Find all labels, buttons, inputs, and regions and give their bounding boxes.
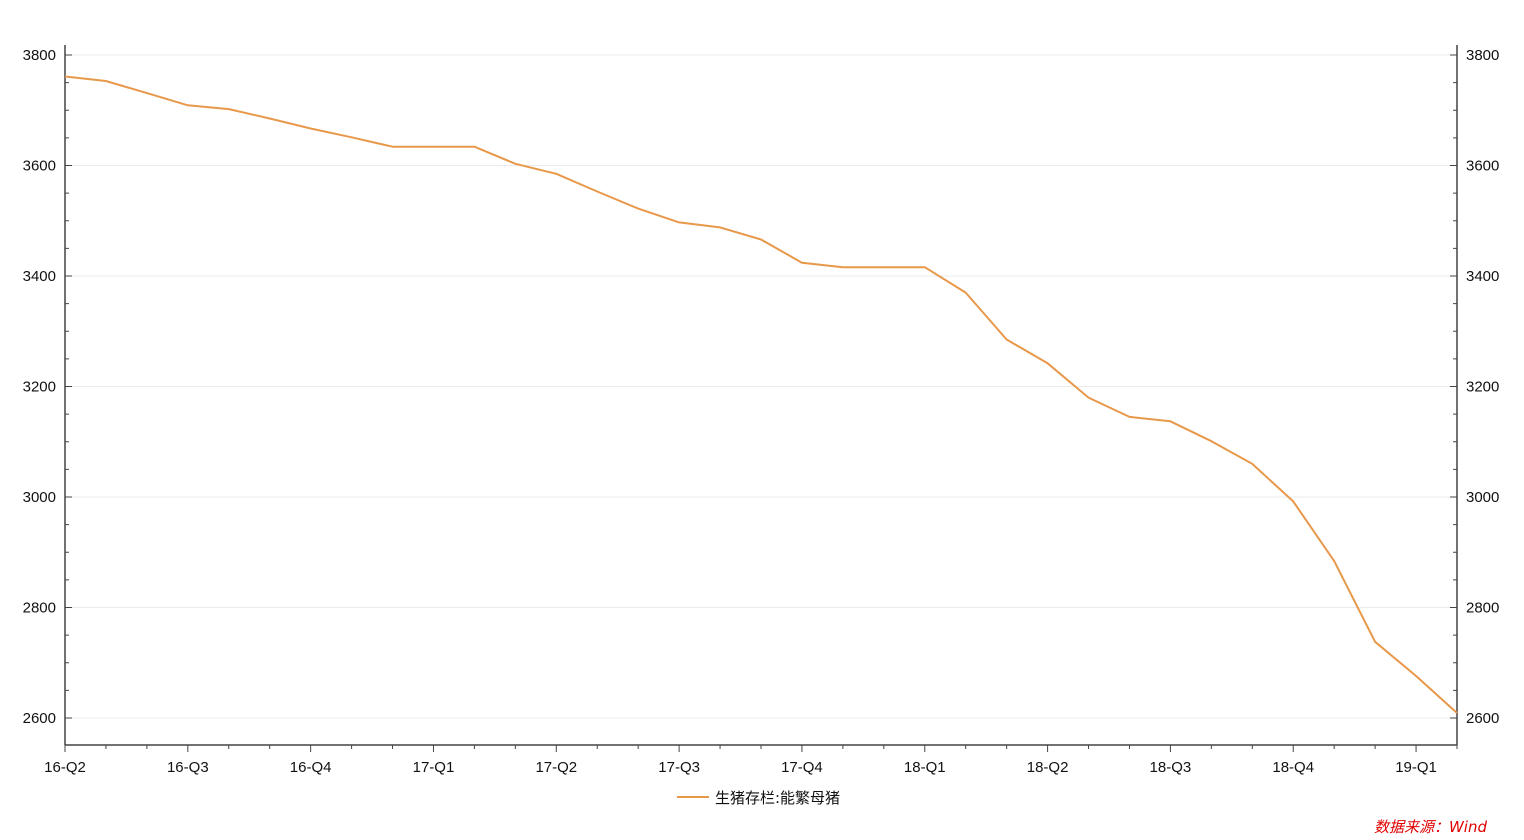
y-tick-label-left: 2800 (23, 600, 56, 617)
x-axis-ticks: 16-Q2 16-Q3 16-Q4 17-Q1 17-Q2 17-Q3 17-Q4 18-Q1… (44, 745, 1458, 776)
x-tick-label: 18-Q2 (1027, 759, 1069, 776)
series-layer (64, 75, 1458, 714)
series-line (64, 75, 1458, 714)
y-tick-label-right: 3000 (1466, 489, 1499, 506)
x-tick-label: 16-Q2 (44, 759, 86, 776)
x-tick-label: 17-Q4 (781, 759, 823, 776)
y-tick-label-right: 3800 (1466, 47, 1499, 64)
y-tick-label-left: 3600 (23, 158, 56, 175)
gridlines (65, 54, 1457, 719)
y-tick-label-left: 3400 (23, 268, 56, 285)
y-tick-label-right: 2600 (1466, 710, 1499, 727)
y-axis-left-ticks: 2600 2800 3000 3200 3400 3600 3800 (23, 47, 56, 727)
axes (64, 45, 1458, 746)
x-tick-label: 17-Q3 (658, 759, 700, 776)
x-tick-label: 18-Q4 (1272, 759, 1314, 776)
x-tick-label: 16-Q4 (290, 759, 332, 776)
y-tick-label-right: 3400 (1466, 268, 1499, 285)
y-tick-label-left: 2600 (23, 710, 56, 727)
x-tick-label: 18-Q1 (904, 759, 946, 776)
x-tick-label: 18-Q3 (1150, 759, 1192, 776)
x-tick-label: 16-Q3 (167, 759, 209, 776)
y-tick-label-left: 3200 (23, 379, 56, 396)
y-tick-label-right: 2800 (1466, 600, 1499, 617)
y-tick-label-right: 3200 (1466, 379, 1499, 396)
y-tick-label-right: 3600 (1466, 158, 1499, 175)
legend: 生猪存栏:能繁母猪 (677, 789, 840, 807)
source-note: 数据来源：Wind (1374, 818, 1488, 836)
y-tick-label-left: 3800 (23, 47, 56, 64)
x-tick-label: 19-Q1 (1395, 759, 1437, 776)
y-axis-right-ticks: 2600 2800 3000 3200 3400 3600 3800 (1466, 47, 1499, 727)
legend-label: 生猪存栏:能繁母猪 (715, 789, 840, 807)
x-tick-label: 17-Q2 (535, 759, 577, 776)
y-tick-label-left: 3000 (23, 489, 56, 506)
x-tick-label: 17-Q1 (413, 759, 455, 776)
